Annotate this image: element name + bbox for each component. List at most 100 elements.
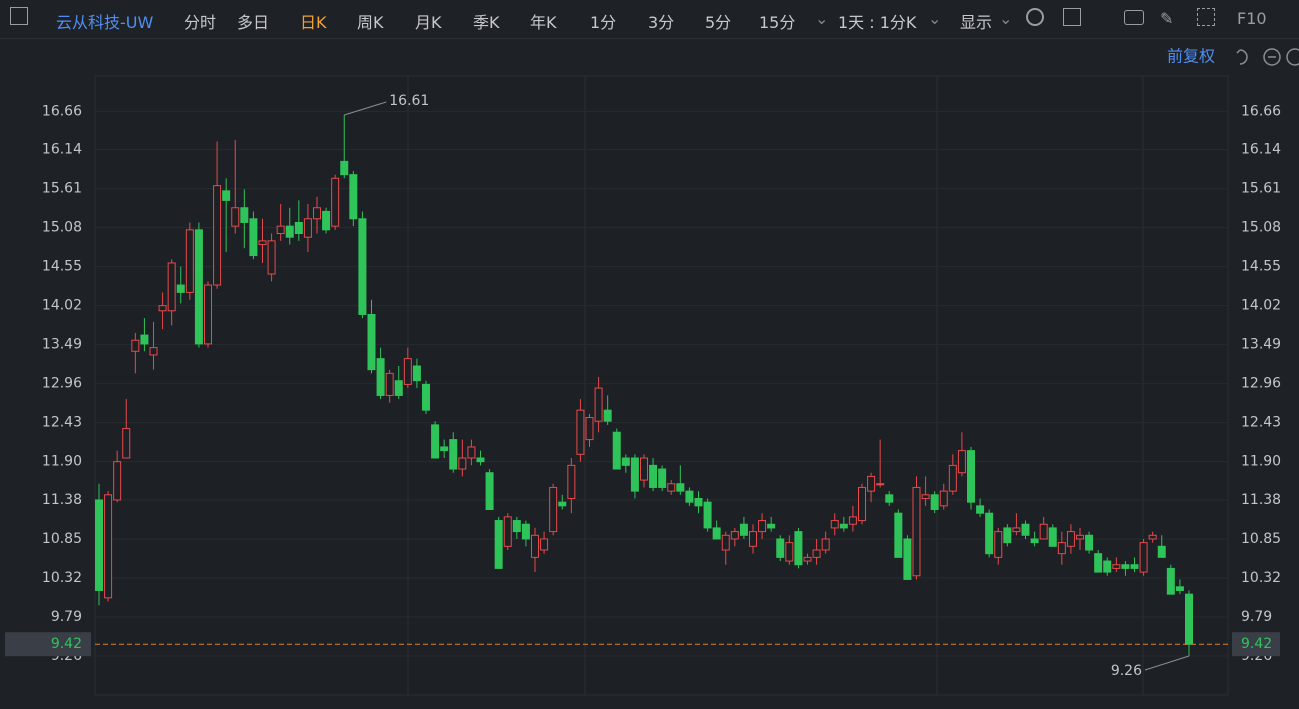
y-tick-label: 11.38 [42,492,82,508]
candle-body [1030,538,1039,544]
tab[interactable]: 多日 [237,13,270,32]
high-label: 16.61 [389,93,429,109]
candle-body [440,446,449,452]
candle-body [540,538,549,551]
candle-body [494,520,503,569]
candle-body [1076,534,1084,540]
fullscreen-icon[interactable] [1197,8,1215,26]
candle-body [903,538,912,580]
display-chevron[interactable]: ⌄ [999,9,1013,28]
tab[interactable]: 5分 [705,13,732,32]
candle-body [567,464,576,499]
sidebar-toggle[interactable] [10,7,28,25]
tab[interactable]: 15分 [759,13,796,32]
candle-body [394,380,403,396]
candle-body [367,313,376,371]
candle-body [885,494,894,503]
y-tick-label: 13.49 [42,337,82,353]
tab[interactable]: 周K [357,13,384,32]
y-tick-label: 11.38 [1241,492,1281,508]
y-tick-label: 15.08 [1241,220,1281,236]
interval-chevron[interactable]: ⌄ [928,9,942,28]
candle-body [1148,534,1157,540]
candle-body [921,494,930,499]
y-tick-label: 15.08 [42,220,82,236]
candle-body [612,431,621,470]
tab[interactable]: 3分 [648,13,675,32]
candle-body [658,468,667,488]
candle-body [730,531,739,540]
checkbox-icon[interactable] [1063,8,1081,26]
low-label: 9.26 [1111,663,1142,679]
candle-body [240,207,249,223]
candle-body [767,523,776,529]
y-tick-label: 15.61 [42,181,82,197]
display-menu[interactable]: 显示 [960,13,993,32]
candle-body [258,240,267,246]
candle-body [812,549,821,558]
candle-body [276,225,285,235]
candle-body [531,534,539,558]
candle-body [331,177,340,227]
candle-body [1112,564,1121,569]
candle-body [1039,523,1048,540]
candle-body [803,556,812,562]
undo-icon[interactable] [1236,49,1248,65]
candle-body [948,464,957,492]
candle-body [285,225,294,238]
low-pointer [1144,655,1190,671]
candle-body [231,207,240,227]
tab[interactable]: 日K [300,13,327,32]
tab[interactable]: 1分 [590,13,617,32]
candle-body [576,409,585,455]
candle-body [249,218,258,257]
candle-body [385,372,394,396]
candle-body [640,457,648,481]
candle-body [158,305,167,312]
candle-body [1003,527,1012,544]
y-tick-label: 14.02 [42,298,82,314]
candle-body [167,262,176,312]
candle-body [1166,567,1175,595]
y-tick-label: 12.96 [1241,376,1281,392]
more-chevron[interactable]: ⌄ [815,9,829,28]
tab[interactable]: 年K [530,13,557,32]
y-tick-label: 10.32 [1241,570,1281,586]
y-tick-label: 15.61 [1241,181,1281,197]
candle-body [185,229,194,293]
candle-body [712,527,721,540]
candle-body [549,486,558,533]
candle-body [467,446,476,459]
candle-body [340,160,349,176]
candle-body [1121,564,1130,569]
zoom-out-icon[interactable] [1263,48,1281,66]
candle-body [667,483,676,492]
last-price-box [5,632,91,657]
tab[interactable]: 季K [473,13,500,32]
candle-body [603,409,612,422]
candle-body [322,210,331,231]
settings-icon[interactable] [1026,8,1044,26]
edit-icon[interactable]: ✎ [1160,9,1174,28]
symbol[interactable]: 云从科技-UW [56,13,154,32]
candle-body [830,520,839,529]
tab[interactable]: 分时 [184,13,217,32]
candle-body [621,457,630,466]
y-tick-label: 13.49 [1241,337,1281,353]
candle-body [694,497,703,507]
candle-body [839,523,848,529]
f10-button[interactable]: F10 [1237,9,1267,28]
y-tick-label: 12.43 [1241,415,1281,431]
camera-icon[interactable] [1124,10,1144,25]
adjust-label[interactable]: 前复权 [1167,47,1215,66]
candle-body [349,174,358,220]
candle-body [449,439,458,470]
candle-body [785,542,794,562]
candle-body [876,483,885,486]
candle-body [594,387,603,422]
interval[interactable]: 1天 : 1分K [838,13,917,32]
zoom-in-icon[interactable] [1286,48,1299,66]
y-tick-label: 9.79 [1241,609,1272,625]
tab[interactable]: 月K [415,13,442,32]
